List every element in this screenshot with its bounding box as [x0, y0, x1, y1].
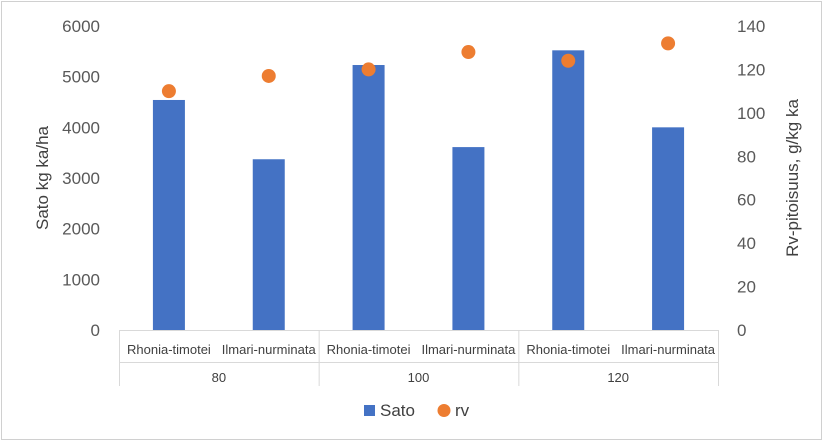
point-rv: [561, 53, 576, 68]
category-label: Rhonia-timotei: [327, 342, 411, 357]
x-axis: Rhonia-timotei Ilmari-nurminata Rhonia-tim…: [119, 330, 719, 386]
right-tick-label: 80: [737, 147, 756, 166]
bars-group: [152, 50, 685, 331]
left-tick-label: 5000: [62, 68, 100, 87]
category-label: Rhonia-timotei: [526, 342, 610, 357]
legend-swatch-rv: [437, 404, 451, 417]
right-tick-label: 120: [737, 60, 765, 79]
group-label: 80: [212, 370, 226, 385]
left-axis-ticks: 0 1000 2000 3000 4000 5000 6000: [62, 17, 100, 340]
bar-sato: [552, 50, 585, 330]
point-rv: [261, 68, 276, 83]
left-tick-label: 0: [91, 321, 100, 340]
point-rv: [361, 62, 376, 77]
group-label: 100: [408, 370, 430, 385]
point-rv: [161, 84, 176, 99]
bar-sato: [252, 159, 285, 330]
bar-sato: [152, 99, 185, 331]
left-tick-label: 4000: [62, 118, 100, 137]
legend-label-sato: Sato: [380, 401, 415, 420]
bar-sato: [352, 65, 385, 330]
legend: Sato rv: [364, 401, 470, 420]
left-tick-label: 6000: [62, 17, 100, 36]
group-label: 120: [607, 370, 629, 385]
bar-sato: [652, 127, 685, 330]
point-rv: [461, 45, 476, 60]
legend-swatch-sato: [364, 405, 375, 416]
category-label: Ilmari-nurminata: [621, 342, 716, 357]
left-axis-title: Sato kg ka/ha: [33, 125, 52, 230]
category-label: Ilmari-nurminata: [222, 342, 317, 357]
right-axis-ticks: 0 20 40 60 80 100 120 140: [737, 17, 765, 340]
bar-sato: [452, 147, 485, 330]
right-axis-title: Rv-pitoisuus, g/kg ka: [783, 99, 802, 257]
category-label: Ilmari-nurminata: [421, 342, 516, 357]
right-tick-label: 140: [737, 17, 765, 36]
right-tick-label: 60: [737, 191, 756, 210]
dots-group: [161, 36, 676, 99]
right-tick-label: 100: [737, 104, 765, 123]
legend-label-rv: rv: [455, 401, 470, 420]
left-tick-label: 1000: [62, 270, 100, 289]
category-label: Rhonia-timotei: [127, 342, 211, 357]
point-rv: [661, 36, 676, 51]
right-tick-label: 20: [737, 278, 756, 297]
left-tick-label: 3000: [62, 169, 100, 188]
right-tick-label: 40: [737, 234, 756, 253]
right-tick-label: 0: [737, 321, 746, 340]
left-tick-label: 2000: [62, 220, 100, 239]
